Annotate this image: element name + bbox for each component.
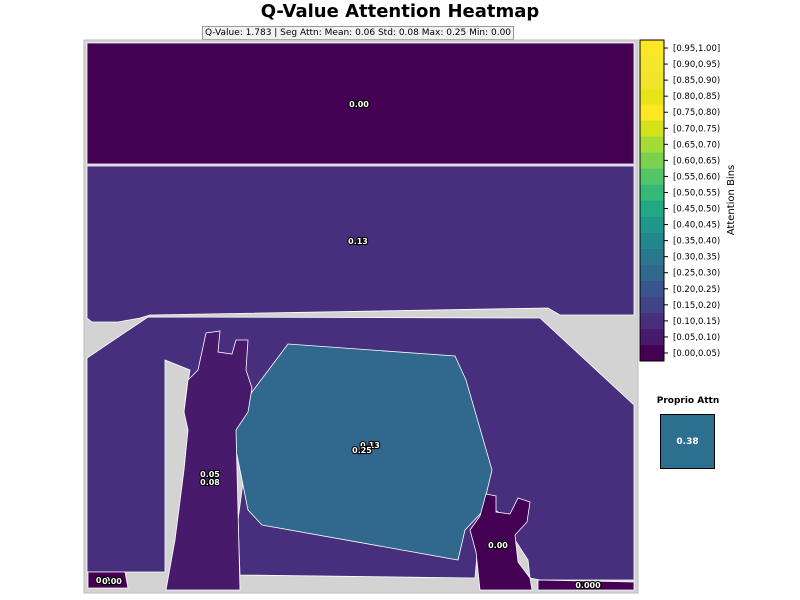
colorbar-cell (640, 280, 664, 298)
proprio-title: Proprio Attn (656, 396, 720, 406)
colorbar-tick-label: [0.30,0.35) (673, 253, 720, 263)
chart-title: Q-Value Attention Heatmap (260, 1, 540, 22)
colorbar-cell (640, 216, 664, 233)
colorbar-cell (640, 88, 664, 105)
colorbar-tick-label: [0.65,0.70) (673, 140, 720, 150)
segment-bottom-left (87, 571, 129, 589)
colorbar-cell (640, 296, 664, 314)
proprio-attention-box: 0.38 (660, 414, 715, 469)
colorbar-cell (640, 264, 664, 282)
colorbar-cell (640, 344, 664, 362)
colorbar-cell (640, 328, 664, 346)
plot-frame (83, 39, 639, 594)
colorbar-cell (640, 136, 664, 153)
colorbar-tick-label: [0.55,0.60) (673, 172, 720, 182)
colorbar-tick-label: [0.90,0.95) (673, 60, 720, 70)
label-bottom-right: 0.000 (575, 581, 601, 590)
colorbar-cell (640, 168, 664, 185)
colorbar-cells (640, 40, 664, 362)
colorbar-tick-label: [0.70,0.75) (673, 124, 720, 134)
label-upper-wall: 0.13 (348, 237, 368, 246)
label-right-gripper: 0.00 (488, 541, 508, 550)
colorbar-tick-label: [0.15,0.20) (673, 301, 720, 311)
colorbar-cell (640, 72, 664, 89)
colorbar-cell (640, 248, 664, 265)
colorbar-tick-label: [0.25,0.30) (673, 269, 720, 279)
colorbar-tick-label: [0.05,0.10) (673, 333, 720, 343)
colorbar-tick-label: [0.10,0.15) (673, 317, 720, 327)
colorbar-cell (640, 56, 664, 73)
colorbar-cell (640, 152, 664, 169)
segment-upper-wall (86, 165, 635, 323)
proprio-value: 0.38 (676, 436, 699, 447)
colorbar-frame (639, 39, 665, 362)
colorbar-tick-label: [0.50,0.55) (673, 188, 720, 198)
colorbar-tick-label: [0.20,0.25) (673, 285, 720, 295)
label-table-surface: 0.13 (360, 441, 380, 450)
segment-right-gripper (469, 493, 533, 591)
colorbar-cell (640, 200, 664, 217)
label-left-arm-lower: 0.08 (200, 478, 220, 487)
segment-left-arm (165, 330, 253, 591)
colorbar-cell (640, 104, 664, 121)
label-top-band: 0.00 (349, 100, 369, 109)
colorbar-tick-label: [0.75,0.80) (673, 108, 720, 118)
label-left-arm: 0.05 (200, 470, 220, 479)
colorbar-cell (640, 184, 664, 201)
segment-labels: 0.00 0.13 0.13 0.25 0.05 0.08 0.00 0.0 0… (95, 99, 602, 591)
colorbar-ticks: [0.00,0.05) [0.05,0.10) [0.10,0.15) [0.15,0… (664, 44, 720, 359)
colorbar-cell (640, 40, 664, 57)
colorbar-tick-label: [0.95,1.00] (673, 44, 720, 54)
segment-bottom-right (537, 579, 635, 591)
label-center-object: 0.25 (352, 446, 372, 455)
colorbar-tick-label: [0.80,0.85) (673, 92, 720, 102)
colorbar-tick-label: [0.45,0.50) (673, 205, 720, 215)
colorbar-cell (640, 232, 664, 249)
label-bottom-left-b: 0.00 (102, 577, 122, 586)
label-bottom-left-a: 0.0 (96, 576, 111, 585)
colorbar-tick-label: [0.00,0.05) (673, 349, 720, 359)
colorbar-tick-label: [0.40,0.45) (673, 221, 720, 231)
colorbar-cell (640, 120, 664, 137)
segment-top-band (86, 42, 635, 165)
colorbar-label: Attention Bins (726, 165, 737, 236)
colorbar-tick-label: [0.85,0.90) (673, 76, 720, 86)
colorbar-tick-label: [0.35,0.40) (673, 237, 720, 247)
colorbar-tick-label: [0.60,0.65) (673, 156, 720, 166)
colorbar-cell (640, 312, 664, 330)
